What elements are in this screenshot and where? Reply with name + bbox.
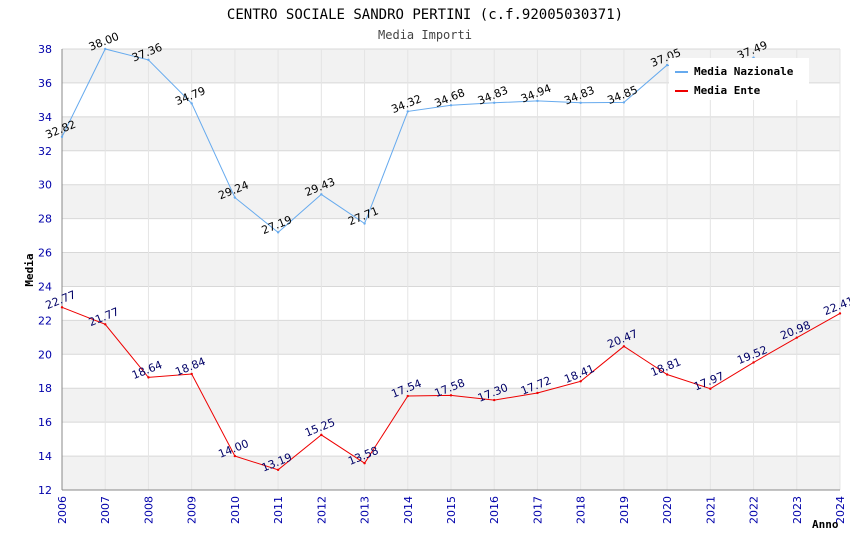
data-point (190, 372, 193, 376)
data-point (406, 110, 409, 113)
data-point (60, 135, 64, 139)
x-tick-label: 2012 (315, 496, 328, 524)
data-point (320, 193, 323, 196)
legend-label-media-nazionale: Media Nazionale (694, 65, 794, 78)
y-tick-label: 36 (38, 77, 52, 90)
legend-box (669, 58, 809, 100)
x-tick-label: 2010 (229, 496, 242, 524)
x-tick-label: 2009 (186, 496, 199, 524)
x-tick-label: 2007 (99, 496, 112, 524)
data-point (276, 231, 280, 234)
data-point (795, 336, 798, 339)
data-point (276, 468, 280, 472)
data-point (579, 101, 582, 104)
data-point (622, 345, 626, 348)
data-point (493, 101, 496, 104)
x-tick-label: 2023 (791, 496, 804, 524)
data-label: 34.79 (173, 84, 207, 108)
y-axis-label: Media (23, 253, 36, 286)
x-tick-labels: 2006 2007 2008 2009 2010 2011 2012 2013 2014 2015… (56, 496, 847, 524)
y-tick-label: 38 (38, 43, 52, 56)
data-point (579, 380, 582, 383)
x-tick-label: 2020 (661, 496, 674, 524)
data-label: 18.41 (562, 362, 596, 386)
x-tick-label: 2015 (445, 496, 458, 524)
data-label: 34.32 (389, 92, 423, 116)
chart-title: CENTRO SOCIALE SANDRO PERTINI (c.f.92005… (227, 7, 623, 23)
data-point (536, 391, 539, 395)
data-label: 34.85 (606, 83, 640, 107)
x-tick-label: 2011 (272, 496, 285, 524)
x-tick-label: 2017 (531, 496, 544, 524)
data-point (406, 394, 409, 398)
data-label: 34.83 (476, 84, 510, 108)
x-tick-label: 2013 (359, 496, 372, 524)
data-point (363, 462, 366, 465)
x-tick-label: 2018 (575, 496, 588, 524)
y-tick-label: 12 (38, 484, 52, 497)
y-tick-label: 34 (38, 111, 52, 124)
x-tick-label: 2016 (488, 496, 501, 524)
y-tick-labels: 12 14 16 18 20 22 24 26 28 30 32 34 36 38 (38, 43, 52, 497)
legend: Media Nazionale Media Ente (669, 58, 809, 100)
data-point (449, 394, 453, 397)
data-point (320, 433, 323, 437)
legend-label-media-ente: Media Ente (694, 84, 761, 97)
x-axis-label: Anno (812, 518, 839, 531)
data-point (709, 387, 712, 390)
y-tick-label: 22 (38, 314, 52, 327)
y-tick-label: 18 (38, 382, 52, 395)
data-label: 34.83 (562, 84, 596, 108)
y-tick-label: 24 (38, 280, 52, 293)
data-point (449, 104, 453, 107)
data-label: 34.68 (433, 86, 467, 110)
y-tick-label: 32 (38, 145, 52, 158)
chart-subtitle: Media Importi (378, 28, 472, 42)
data-point (104, 47, 107, 51)
y-tick-label: 28 (38, 213, 52, 226)
data-point (665, 373, 669, 376)
data-point (233, 454, 237, 458)
x-tick-label: 2008 (142, 496, 155, 524)
data-point (60, 306, 64, 309)
data-point (190, 102, 193, 105)
y-tick-label: 26 (38, 247, 52, 260)
series-lines (60, 47, 842, 472)
data-point (147, 376, 150, 379)
y-tick-label: 20 (38, 348, 52, 361)
x-tick-label: 2021 (704, 496, 717, 524)
x-tick-label: 2006 (56, 496, 69, 524)
x-tick-label: 2022 (748, 496, 761, 524)
x-tick-label: 2024 (834, 496, 847, 524)
data-point (493, 398, 496, 402)
data-point (622, 101, 626, 104)
x-tick-label: 2014 (402, 496, 415, 524)
data-point (665, 63, 669, 67)
y-tick-label: 16 (38, 416, 52, 429)
y-tick-label: 30 (38, 179, 52, 192)
data-point (147, 58, 150, 62)
data-point (104, 323, 107, 326)
data-point (363, 222, 366, 225)
data-label: 18.81 (649, 355, 683, 379)
data-point (838, 312, 842, 315)
data-label: 18.84 (173, 355, 207, 379)
axes (61, 49, 840, 491)
data-point (752, 361, 755, 364)
data-point (536, 99, 539, 103)
y-tick-label: 14 (38, 450, 52, 463)
data-label: 22.41 (822, 294, 850, 318)
data-label: 34.94 (519, 82, 553, 106)
x-tick-label: 2019 (618, 496, 631, 524)
data-point (233, 196, 237, 199)
